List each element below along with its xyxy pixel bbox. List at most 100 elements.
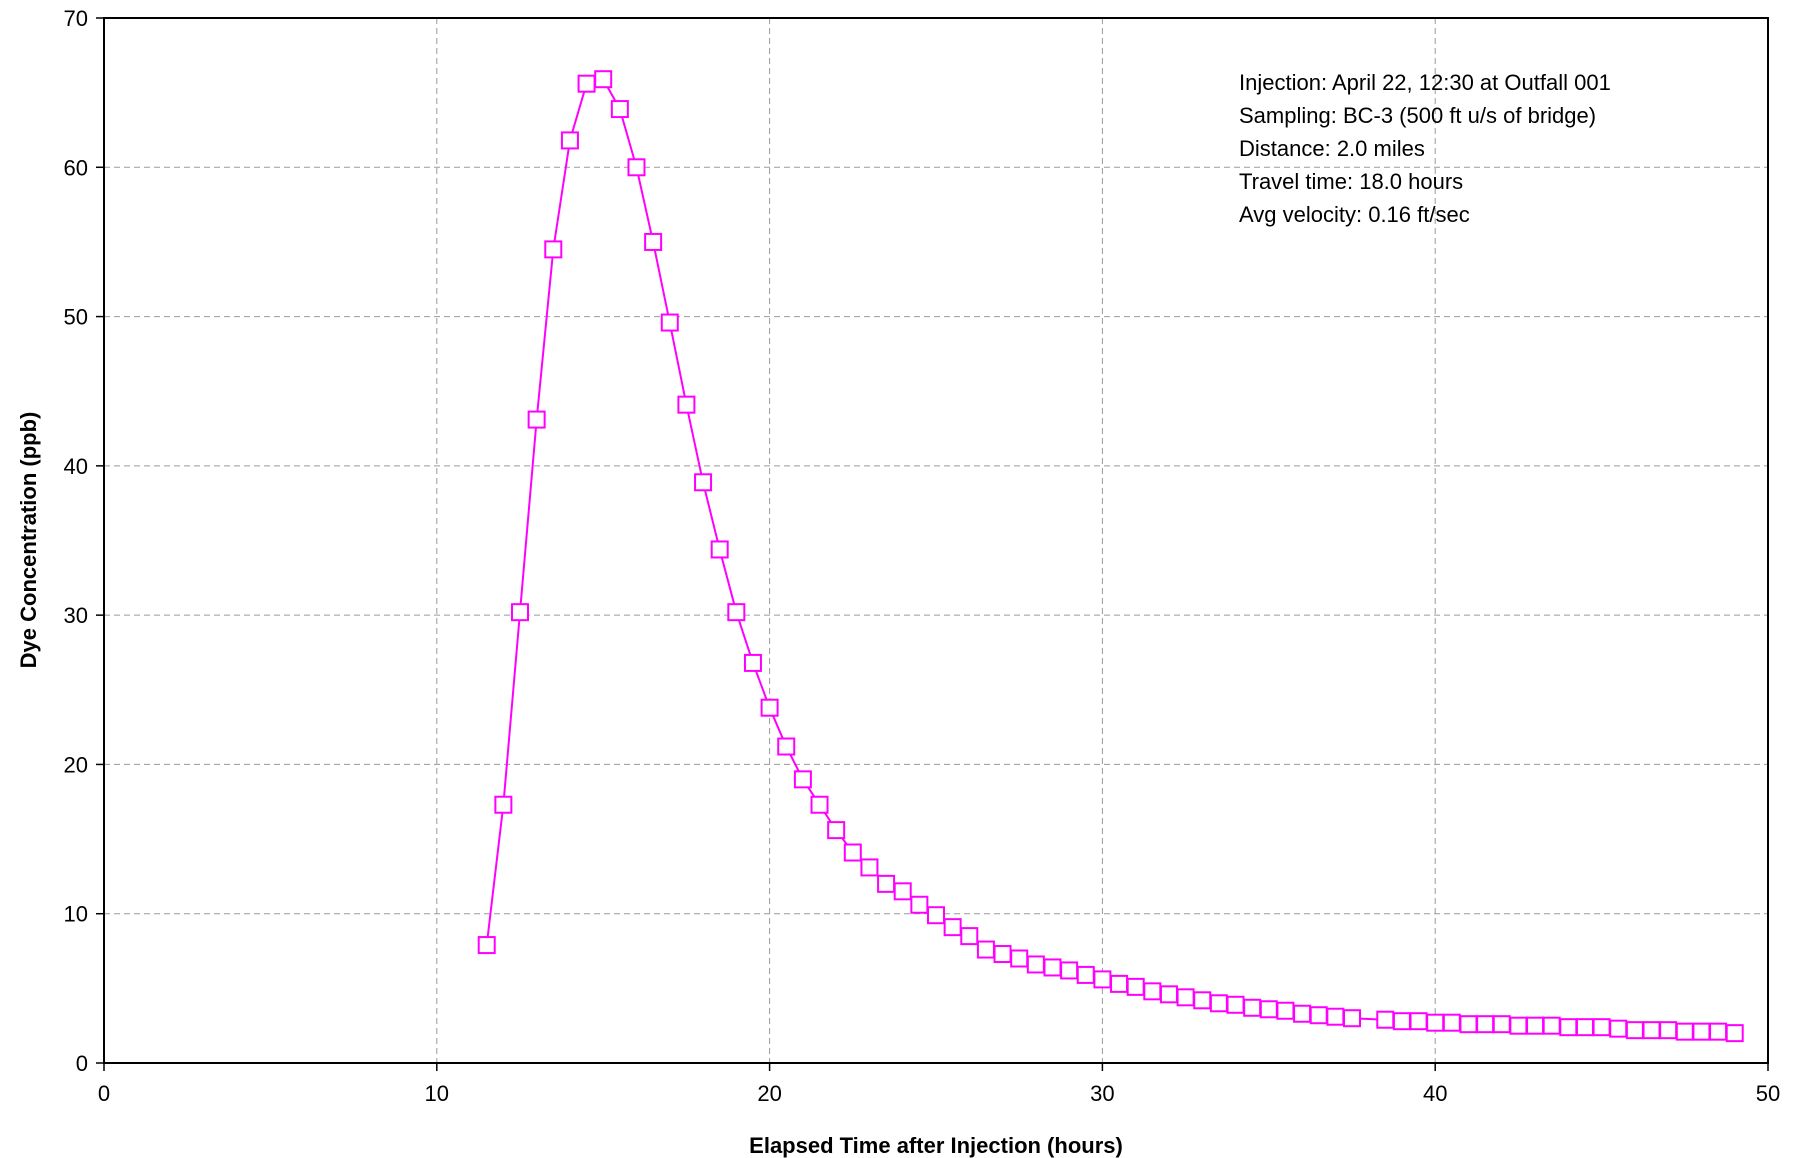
data-point xyxy=(760,698,779,717)
data-point xyxy=(1426,1013,1445,1032)
plot-frame xyxy=(103,17,1769,1064)
data-point xyxy=(1609,1019,1628,1038)
annotation-box: Injection: April 22, 12:30 at Outfall 00… xyxy=(1239,70,1611,227)
y-tick-label: 50 xyxy=(64,305,88,330)
data-point xyxy=(1476,1015,1495,1034)
data-point xyxy=(511,603,529,622)
data-point xyxy=(810,795,829,814)
y-axis-title: Dye Concentration (ppb) xyxy=(16,412,41,669)
data-point xyxy=(960,927,979,946)
data-point xyxy=(544,240,563,259)
data-point xyxy=(893,882,912,901)
data-point xyxy=(1542,1016,1561,1035)
data-point xyxy=(927,906,945,925)
data-point xyxy=(727,603,746,622)
data-point xyxy=(477,936,496,955)
data-point xyxy=(677,395,696,414)
annotation-sampling: Sampling: BC-3 (500 ft u/s of bridge) xyxy=(1239,103,1596,128)
data-point xyxy=(1459,1015,1478,1034)
data-point xyxy=(644,232,663,251)
data-point xyxy=(860,858,879,877)
data-point xyxy=(1492,1015,1511,1034)
data-point xyxy=(976,940,995,959)
data-point xyxy=(777,737,796,756)
data-point xyxy=(843,843,862,862)
x-axis-title: Elapsed Time after Injection (hours) xyxy=(749,1133,1123,1158)
data-point xyxy=(1376,1010,1395,1029)
data-point xyxy=(1076,965,1095,984)
x-tick-label: 30 xyxy=(1090,1081,1114,1106)
data-point xyxy=(694,473,713,492)
y-tick-label: 10 xyxy=(64,902,88,927)
data-point xyxy=(1110,974,1129,993)
data-point xyxy=(1409,1012,1428,1031)
data-point xyxy=(877,874,896,893)
data-point xyxy=(1592,1018,1611,1037)
data-point xyxy=(1442,1013,1461,1032)
x-tick-label: 0 xyxy=(98,1081,110,1106)
data-point xyxy=(1575,1018,1594,1037)
data-point xyxy=(743,653,762,672)
data-point xyxy=(1659,1021,1678,1040)
data-point xyxy=(1060,961,1079,980)
annotation-avg-velocity: Avg velocity: 0.16 ft/sec xyxy=(1239,202,1470,227)
data-point xyxy=(1625,1021,1644,1040)
y-tick-label: 30 xyxy=(64,603,88,628)
tick-labels: 0 10 20 30 40 50 0 10 20 30 40 50 60 70 xyxy=(64,6,1781,1106)
data-point xyxy=(1043,958,1062,977)
data-point xyxy=(1392,1012,1411,1031)
data-point xyxy=(1209,994,1228,1013)
data-point xyxy=(943,918,962,937)
x-tick-label: 40 xyxy=(1423,1081,1447,1106)
data-point xyxy=(1709,1022,1728,1041)
data-point xyxy=(527,410,546,429)
data-point xyxy=(1093,970,1112,989)
series-line xyxy=(485,78,1735,1035)
data-point xyxy=(1159,985,1178,1004)
data-point xyxy=(610,100,629,119)
data-point xyxy=(1692,1022,1711,1041)
data-point xyxy=(1143,982,1162,1001)
x-tick-label: 50 xyxy=(1756,1081,1780,1106)
data-point xyxy=(1675,1022,1694,1041)
data-point xyxy=(1243,998,1262,1017)
data-point xyxy=(1010,949,1029,968)
y-tick-label: 20 xyxy=(64,752,88,777)
data-point xyxy=(1193,991,1212,1010)
data-point xyxy=(910,895,929,914)
data-point xyxy=(1725,1024,1744,1043)
data-point xyxy=(1526,1016,1545,1035)
annotation-distance: Distance: 2.0 miles xyxy=(1239,136,1425,161)
data-point xyxy=(1226,995,1245,1014)
data-point xyxy=(1176,988,1195,1007)
series xyxy=(477,70,1744,1043)
x-tick-label: 20 xyxy=(757,1081,781,1106)
data-point xyxy=(577,74,596,93)
data-point xyxy=(793,770,812,789)
data-point xyxy=(1642,1021,1661,1040)
data-point xyxy=(1026,955,1045,974)
data-point xyxy=(827,821,846,840)
data-point xyxy=(1293,1004,1312,1023)
annotation-injection: Injection: April 22, 12:30 at Outfall 00… xyxy=(1239,70,1611,95)
y-tick-label: 60 xyxy=(64,155,88,180)
annotation-travel-time: Travel time: 18.0 hours xyxy=(1239,169,1463,194)
data-point xyxy=(1326,1007,1345,1026)
data-point xyxy=(993,945,1012,964)
data-point xyxy=(660,313,679,332)
data-point xyxy=(1126,977,1145,996)
data-point xyxy=(1509,1016,1528,1035)
y-tick-label: 0 xyxy=(76,1051,88,1076)
y-tick-label: 70 xyxy=(64,6,88,31)
data-point xyxy=(1559,1018,1578,1037)
data-point xyxy=(627,158,646,177)
data-point xyxy=(710,540,729,559)
data-point xyxy=(594,70,613,89)
data-point xyxy=(1343,1009,1361,1028)
data-point xyxy=(560,131,579,150)
data-point xyxy=(1259,1000,1278,1019)
data-point xyxy=(494,795,513,814)
data-point xyxy=(1276,1001,1295,1020)
